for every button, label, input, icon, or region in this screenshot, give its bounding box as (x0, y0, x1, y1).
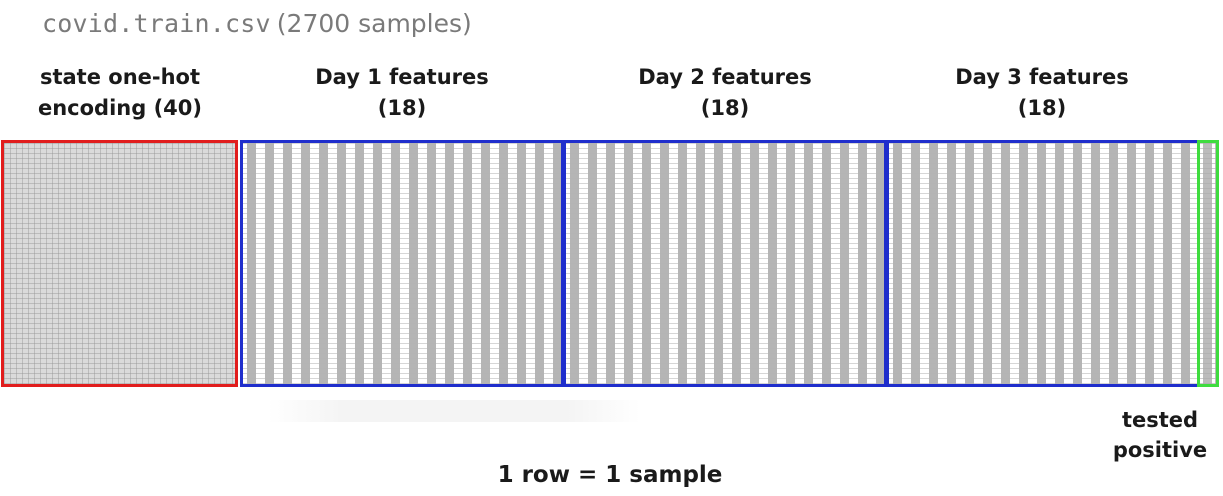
tested-positive-label: tested positive (1100, 405, 1220, 465)
header-day2-line1: Day 2 features (638, 65, 812, 89)
header-day3-features: Day 3 features (18) (887, 62, 1197, 126)
header-day3-line2: (18) (1017, 96, 1067, 120)
target-label-line2: positive (1112, 438, 1208, 462)
dataset-filename: covid.train.csv (42, 9, 271, 38)
header-state-encoding: state one-hot encoding (40) (2, 62, 238, 126)
tested-positive-block (1197, 140, 1219, 387)
header-day2-features: Day 2 features (18) (564, 62, 886, 126)
header-day2-line2: (18) (700, 96, 750, 120)
header-day3-line1: Day 3 features (955, 65, 1129, 89)
dataset-title: covid.train.csv (2700 samples) (42, 6, 472, 42)
day1-features-block (240, 140, 564, 387)
header-day1-line1: Day 1 features (315, 65, 489, 89)
dataset-sample-count: (2700 samples) (276, 9, 472, 38)
target-label-line1: tested (1121, 408, 1199, 432)
faded-shadow-strip (268, 400, 640, 422)
header-state-line2: encoding (40) (37, 96, 202, 120)
row-sample-caption: 1 row = 1 sample (497, 462, 723, 488)
header-day1-line2: (18) (377, 96, 427, 120)
day3-features-block (886, 140, 1210, 387)
header-day1-features: Day 1 features (18) (241, 62, 563, 126)
day2-features-block (563, 140, 887, 387)
state-encoding-block (1, 140, 238, 387)
header-state-line1: state one-hot (39, 65, 201, 89)
